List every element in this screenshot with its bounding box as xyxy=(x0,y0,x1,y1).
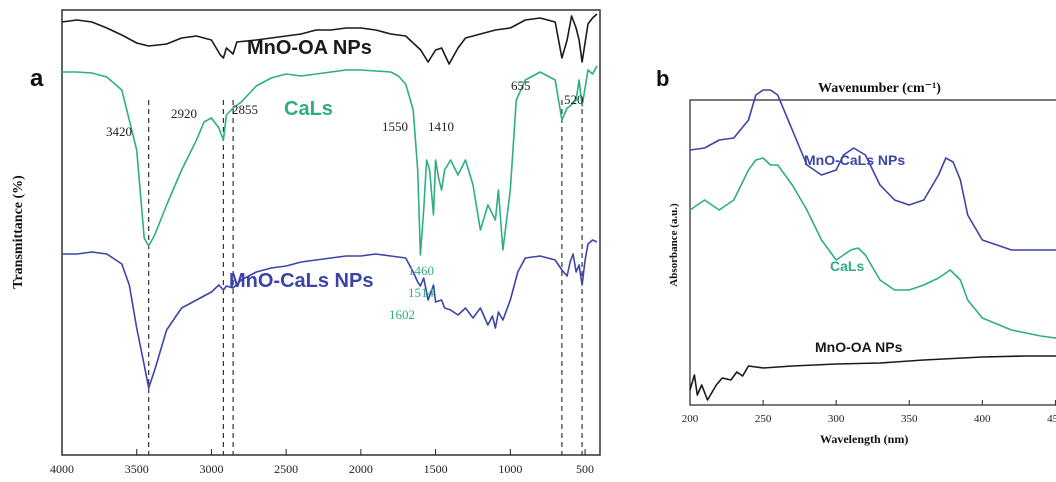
b-x-tick-label: 400 xyxy=(974,413,991,425)
a-x-tick-label: 3500 xyxy=(125,462,149,476)
a-x-tick-label: 2000 xyxy=(349,462,373,476)
a-x-tick-label: 4000 xyxy=(50,462,74,476)
a-x-tick-label: 2500 xyxy=(274,462,298,476)
panel-a-y-axis-label: Transmittance (%) xyxy=(11,175,26,289)
series-label-mno-cals: MnO-CaLs NPs xyxy=(229,270,373,292)
a-x-tick-label: 1500 xyxy=(424,462,448,476)
panel-a-plot-frame xyxy=(61,9,601,456)
peak-label-3420: 3420 xyxy=(106,124,132,139)
a-x-tick-label: 500 xyxy=(576,462,594,476)
peak-label-655: 655 xyxy=(511,78,531,93)
series-label-mno-oa: MnO-OA NPs xyxy=(247,37,372,59)
a-x-tick-label: 1000 xyxy=(498,462,522,476)
peak-label-1514: 1514 xyxy=(408,285,435,300)
b-x-tick-label: 300 xyxy=(828,413,845,425)
peak-label-1602: 1602 xyxy=(389,307,415,322)
panel-b-title: Wavenumber (cm⁻¹) xyxy=(818,81,941,96)
panel-b-x-axis-label: Wavelength (nm) xyxy=(820,432,908,446)
a-series-line-2 xyxy=(62,239,598,389)
a-series-line-0 xyxy=(61,13,598,65)
b-x-tick-label: 250 xyxy=(755,413,772,425)
b-x-tick-label: 450 xyxy=(1047,413,1056,425)
panel-a-letter: a xyxy=(30,65,44,92)
b-series-line-0 xyxy=(689,89,1056,251)
panel-b-series xyxy=(689,89,1056,401)
panel-a-ftir-chart: a Transmittance (%) 4000 3500 3000 2500 2000… xyxy=(11,9,601,476)
peak-label-1460: 1460 xyxy=(408,263,434,278)
panel-b-plot-frame xyxy=(689,99,1056,406)
a-x-tick-label: 3000 xyxy=(199,462,223,476)
b-series-line-2 xyxy=(689,355,1056,401)
b-x-tick-label: 350 xyxy=(901,413,918,425)
panel-b-uvvis-chart: b Wavenumber (cm⁻¹) Absorbance (a.u.) Wa… xyxy=(656,66,1056,446)
peak-label-1550: 1550 xyxy=(382,119,408,134)
peak-label-2855: 2855 xyxy=(232,102,258,117)
b-series-label-mno-oa: MnO-OA NPs xyxy=(815,339,903,355)
peak-label-1410: 1410 xyxy=(428,119,454,134)
panel-a-x-ticks: 4000 3500 3000 2500 2000 1500 1000 500 xyxy=(50,449,594,476)
panel-b-x-ticks: 200 250 300 350 400 450 xyxy=(682,400,1056,425)
b-x-tick-label: 200 xyxy=(682,413,699,425)
b-series-label-cals: CaLs xyxy=(830,258,864,274)
panel-b-letter: b xyxy=(656,66,669,91)
a-series-line-1 xyxy=(62,65,598,256)
peak-label-2920: 2920 xyxy=(171,106,197,121)
peak-label-520: 520 xyxy=(564,92,584,107)
panel-b-y-axis-label: Absorbance (a.u.) xyxy=(668,203,680,287)
panel-a-series xyxy=(61,13,598,389)
b-series-line-1 xyxy=(689,157,1056,339)
series-label-cals: CaLs xyxy=(284,98,333,120)
b-series-label-mno-cals: MnO-CaLs NPs xyxy=(804,152,905,168)
